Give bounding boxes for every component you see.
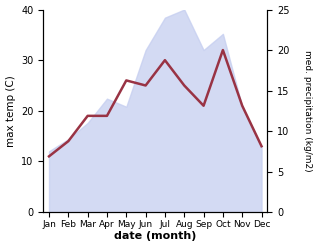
X-axis label: date (month): date (month) <box>114 231 197 242</box>
Y-axis label: max temp (C): max temp (C) <box>5 75 16 147</box>
Y-axis label: med. precipitation (kg/m2): med. precipitation (kg/m2) <box>303 50 313 172</box>
